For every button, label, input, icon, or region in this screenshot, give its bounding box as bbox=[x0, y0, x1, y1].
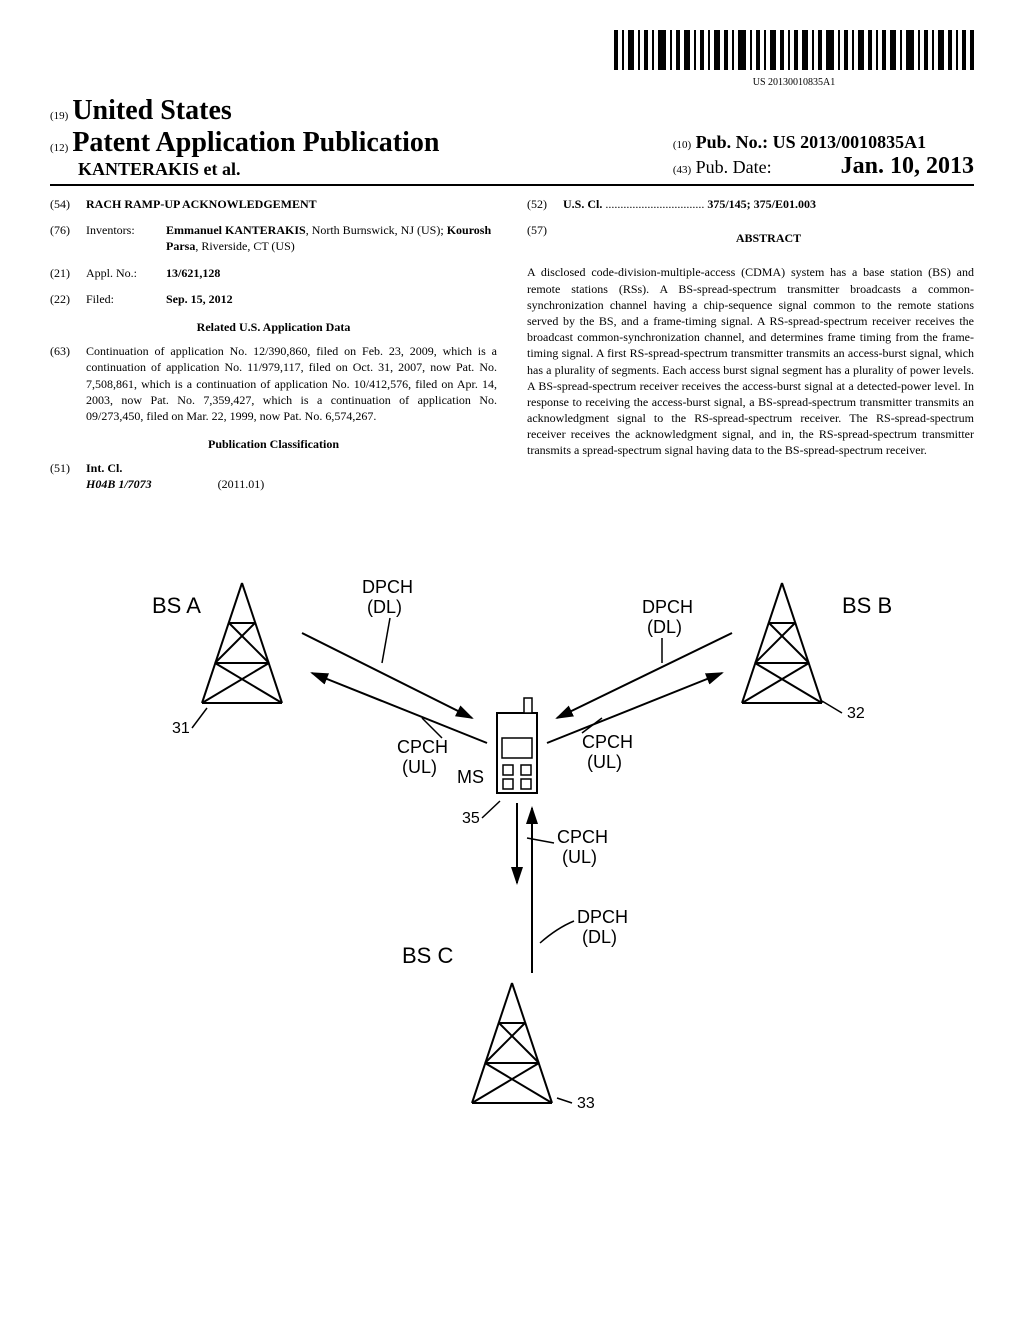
appl-code: (21) bbox=[50, 265, 86, 281]
bsa-label: BS A bbox=[152, 593, 201, 618]
tower-bsb bbox=[742, 583, 822, 703]
pub-date-label: Pub. Date: bbox=[696, 157, 772, 177]
header-right: (10) Pub. No.: US 2013/0010835A1 (43) Pu… bbox=[673, 132, 974, 180]
ref-33: 33 bbox=[577, 1095, 595, 1112]
authors-line: KANTERAKIS et al. bbox=[78, 159, 241, 179]
pub-type: Patent Application Publication bbox=[72, 127, 439, 158]
tower-bsa bbox=[202, 583, 282, 703]
pub-no-prefix: (10) bbox=[673, 139, 691, 151]
ul-c: (UL) bbox=[562, 847, 597, 867]
mobile-station bbox=[497, 698, 537, 793]
barcode-area: US 20130010835A1 bbox=[50, 30, 974, 90]
abstract-label: ABSTRACT bbox=[563, 230, 974, 246]
intcl-year: (2011.01) bbox=[218, 477, 265, 491]
left-column: (54) RACH RAMP-UP ACKNOWLEDGEMENT (76) I… bbox=[50, 196, 497, 503]
dpch-a: DPCH bbox=[362, 577, 413, 597]
filed-label: Filed: bbox=[86, 291, 166, 307]
cpch-b: CPCH bbox=[582, 732, 633, 752]
figure-svg: BS A 31 BS B 32 bbox=[102, 543, 922, 1123]
country-prefix: (19) bbox=[50, 110, 68, 122]
pub-class-title: Publication Classification bbox=[50, 436, 497, 452]
pub-no: US 2013/0010835A1 bbox=[773, 132, 927, 152]
ul-b: (UL) bbox=[587, 752, 622, 772]
uscl-label: U.S. Cl. bbox=[563, 197, 602, 211]
filed-value: Sep. 15, 2012 bbox=[166, 291, 497, 307]
country: United States bbox=[72, 95, 231, 126]
ul-a: (UL) bbox=[402, 757, 437, 777]
uscl-dots: ................................. bbox=[605, 197, 707, 211]
related-data-title: Related U.S. Application Data bbox=[50, 319, 497, 335]
pub-type-prefix: (12) bbox=[50, 142, 68, 154]
body-columns: (54) RACH RAMP-UP ACKNOWLEDGEMENT (76) I… bbox=[50, 196, 974, 503]
header-left: (19) United States (12) Patent Applicati… bbox=[50, 95, 439, 180]
patent-title: RACH RAMP-UP ACKNOWLEDGEMENT bbox=[86, 196, 317, 212]
dpch-c: DPCH bbox=[577, 907, 628, 927]
ref-32: 32 bbox=[847, 705, 865, 722]
barcode: US 20130010835A1 bbox=[614, 30, 974, 88]
intcl-block: Int. Cl. H04B 1/7073 (2011.01) bbox=[86, 460, 497, 492]
dl-c: (DL) bbox=[582, 927, 617, 947]
cpch-a: CPCH bbox=[397, 737, 448, 757]
intcl-code: (51) bbox=[50, 460, 86, 492]
ms-label: MS bbox=[457, 767, 484, 787]
dl-b: (DL) bbox=[647, 617, 682, 637]
dpch-b: DPCH bbox=[642, 597, 693, 617]
tower-bsc bbox=[472, 983, 552, 1103]
intcl-value: H04B 1/7073 bbox=[86, 477, 152, 491]
pub-no-label: Pub. No.: bbox=[696, 132, 769, 152]
abstract-text: A disclosed code-division-multiple-acces… bbox=[527, 264, 974, 458]
right-column: (52) U.S. Cl. ..........................… bbox=[527, 196, 974, 503]
ref-35: 35 bbox=[462, 810, 480, 827]
bsc-label: BS C bbox=[402, 943, 453, 968]
uscl-code: (52) bbox=[527, 196, 563, 212]
inventors-code: (76) bbox=[50, 222, 86, 254]
pub-date: Jan. 10, 2013 bbox=[841, 153, 974, 179]
intcl-label: Int. Cl. bbox=[86, 461, 122, 475]
uscl-value: 375/145; 375/E01.003 bbox=[707, 197, 816, 211]
appl-value: 13/621,128 bbox=[166, 265, 497, 281]
barcode-number: US 20130010835A1 bbox=[614, 77, 974, 88]
filed-code: (22) bbox=[50, 291, 86, 307]
bsb-label: BS B bbox=[842, 593, 892, 618]
inventors-value: Emmanuel KANTERAKIS, North Burnswick, NJ… bbox=[166, 222, 497, 254]
title-code: (54) bbox=[50, 196, 86, 212]
ref-31: 31 bbox=[172, 720, 190, 737]
uscl-line: U.S. Cl. ...............................… bbox=[563, 196, 974, 212]
dl-a: (DL) bbox=[367, 597, 402, 617]
figure-area: BS A 31 BS B 32 bbox=[50, 543, 974, 1123]
cpch-c: CPCH bbox=[557, 827, 608, 847]
appl-label: Appl. No.: bbox=[86, 265, 166, 281]
abstract-code: (57) bbox=[527, 222, 563, 254]
pub-date-prefix: (43) bbox=[673, 164, 691, 176]
cont-code: (63) bbox=[50, 343, 86, 424]
header-row: (19) United States (12) Patent Applicati… bbox=[50, 95, 974, 186]
continuation-text: Continuation of application No. 12/390,8… bbox=[86, 343, 497, 424]
inventors-label: Inventors: bbox=[86, 222, 166, 254]
